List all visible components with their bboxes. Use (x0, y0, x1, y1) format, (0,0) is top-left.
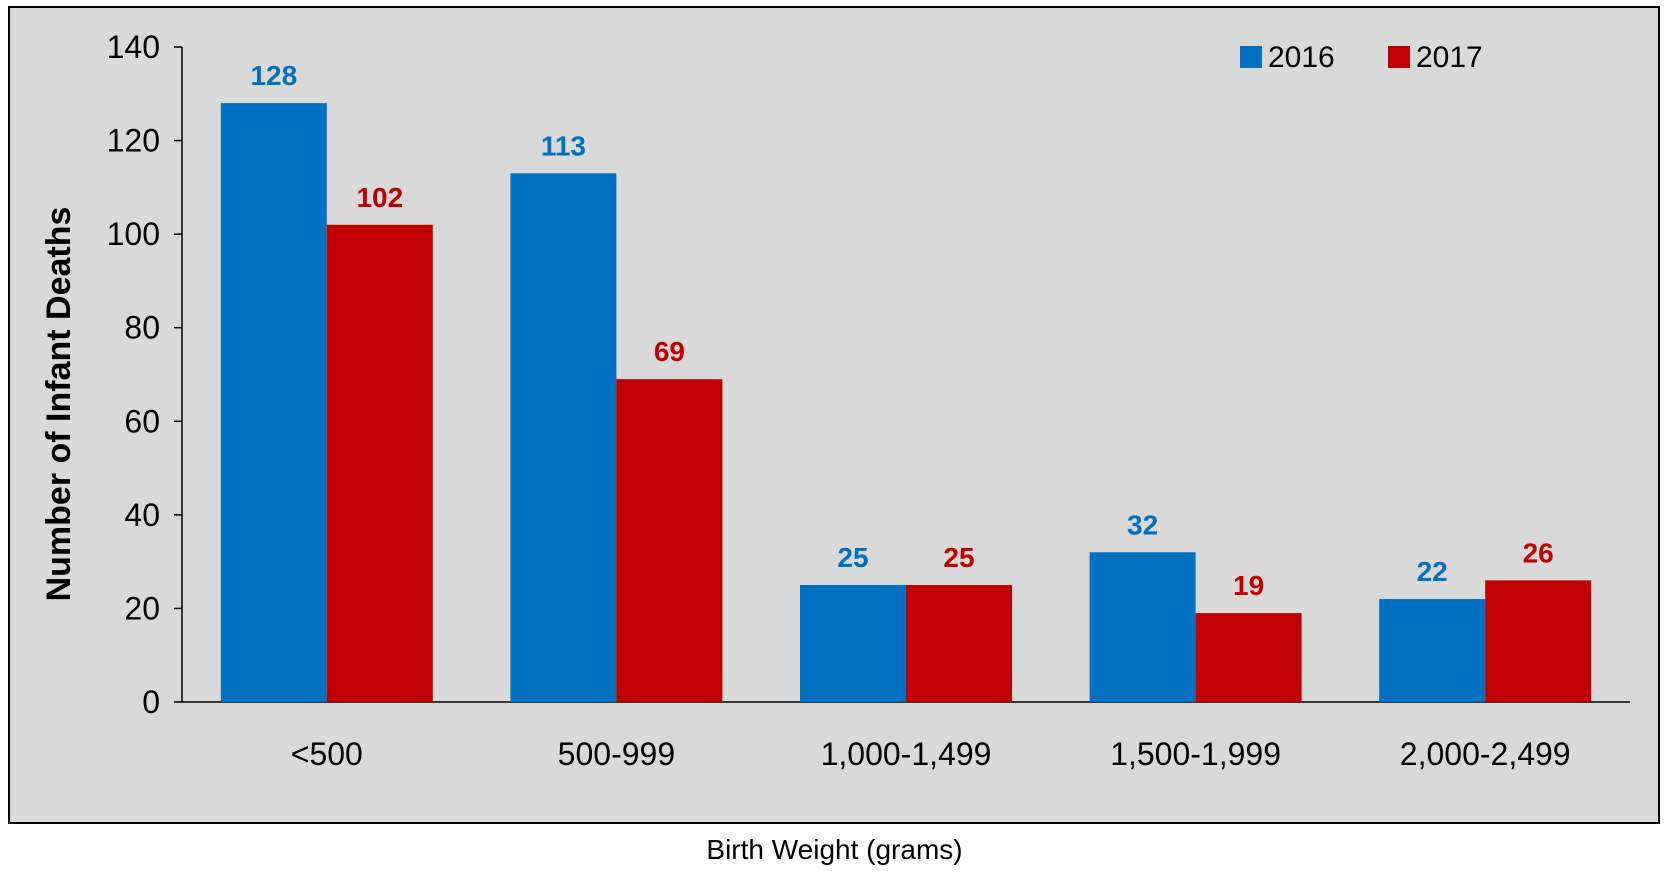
x-tick-label: 1,000-1,499 (821, 736, 992, 772)
x-tick-label: 2,000-2,499 (1400, 736, 1571, 772)
x-tick-label: 1,500-1,999 (1110, 736, 1281, 772)
legend: 2016 2017 (1240, 41, 1483, 74)
x-tick-label: <500 (291, 736, 363, 772)
y-tick-label: 0 (142, 684, 160, 720)
data-label-2016: 128 (250, 60, 297, 91)
bar-2016 (1089, 552, 1196, 702)
x-tick-label: 500-999 (558, 736, 675, 772)
legend-label-2016: 2016 (1268, 41, 1335, 74)
data-label-2017: 26 (1523, 537, 1554, 568)
bars: 128 102 113 69 25 25 32 19 22 26 (220, 60, 1592, 703)
data-label-2017: 19 (1233, 570, 1264, 601)
bar-2017 (326, 224, 433, 703)
data-label-2016: 113 (541, 130, 586, 161)
bar-2016 (220, 103, 327, 702)
bar-2017 (1195, 613, 1302, 702)
bar-2017 (1485, 580, 1592, 702)
y-axis: 0 20 40 60 80 100 120 140 (107, 29, 183, 720)
legend-swatch-2017 (1388, 46, 1410, 68)
data-label-2017: 25 (943, 542, 974, 573)
data-label-2016: 22 (1417, 556, 1448, 587)
bar-2016 (1379, 599, 1486, 702)
data-label-2016: 32 (1127, 509, 1158, 540)
bar-2017 (906, 585, 1012, 702)
y-tick-label: 80 (124, 310, 160, 346)
bar-2017 (616, 379, 723, 702)
y-tick-label: 60 (124, 403, 160, 439)
data-label-2016: 25 (837, 542, 868, 573)
data-label-2017: 102 (356, 182, 403, 213)
bar-2016 (510, 173, 617, 703)
bar-2016 (800, 585, 906, 702)
y-tick-label: 120 (107, 123, 160, 159)
legend-swatch-2016 (1240, 46, 1262, 68)
y-tick-label: 100 (107, 216, 160, 252)
x-axis-title: Birth Weight (grams) (706, 834, 963, 865)
data-label-2017: 69 (654, 336, 685, 367)
bar-chart: 0 20 40 60 80 100 120 140 <500 500-999 1,000-1,49… (40, 29, 1630, 772)
y-axis-title: Number of Infant Deaths (40, 207, 78, 602)
y-tick-label: 140 (107, 29, 160, 65)
y-tick-label: 20 (124, 590, 160, 626)
legend-label-2017: 2017 (1416, 41, 1483, 74)
x-axis: <500 500-999 1,000-1,499 1,500-1,999 2,000-2… (182, 701, 1630, 772)
y-tick-label: 40 (124, 497, 160, 533)
